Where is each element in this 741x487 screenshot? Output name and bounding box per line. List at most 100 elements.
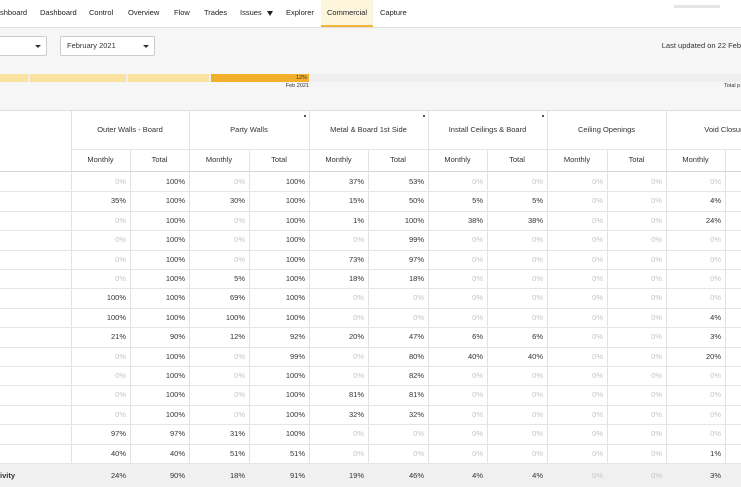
value-cell: 18%: [229, 471, 245, 480]
value-cell: 0%: [472, 409, 483, 419]
value-cell: 53%: [408, 177, 424, 186]
value-cell: 40%: [527, 351, 543, 361]
nav-item[interactable]: Trades: [204, 0, 227, 27]
nav-label: Issues: [240, 8, 262, 17]
value-cell: 100%: [165, 177, 185, 186]
value-cell: 0%: [234, 351, 245, 361]
value-cell: 5%: [532, 196, 543, 206]
value-cell: 3%: [710, 471, 721, 480]
value-cell: 0%: [532, 312, 543, 322]
row-divider: [0, 230, 741, 232]
value-cell: 4%: [472, 471, 483, 480]
nav-item[interactable]: Flow: [174, 0, 190, 27]
value-cell: 0%: [710, 390, 721, 400]
value-cell: 0%: [472, 429, 483, 439]
value-cell: 20%: [348, 332, 364, 342]
subheader: Total: [628, 155, 645, 164]
sub-divider: [368, 149, 369, 487]
value-cell: 0%: [592, 235, 603, 245]
nav-item[interactable]: Issues: [240, 0, 273, 27]
value-cell: 40%: [110, 448, 126, 458]
nav-bar: shboard Dashboard Control Overview Flow Trade…: [0, 0, 741, 28]
subheader: Total: [151, 155, 168, 164]
nav-item[interactable]: Overview: [128, 0, 159, 27]
value-cell: 0%: [710, 274, 721, 283]
value-cell: 81%: [348, 390, 364, 400]
value-cell: 100%: [165, 312, 185, 322]
row-divider: [0, 210, 741, 212]
value-cell: 0%: [651, 293, 662, 303]
value-cell: 82%: [408, 371, 424, 380]
sub-divider: [487, 149, 488, 487]
nav-item[interactable]: Explorer: [286, 0, 314, 27]
value-cell: 24%: [705, 215, 721, 225]
value-cell: 0%: [234, 177, 245, 186]
group-divider: [309, 111, 310, 487]
value-cell: 0%: [353, 371, 364, 380]
value-cell: 100%: [165, 215, 185, 225]
value-cell: 0%: [592, 390, 603, 400]
value-cell: 51%: [289, 448, 305, 458]
value-cell: 0%: [115, 371, 126, 380]
value-cell: 0%: [651, 448, 662, 458]
value-cell: 0%: [651, 274, 662, 283]
value-cell: 0%: [115, 177, 126, 186]
nav-label: Flow: [174, 8, 190, 17]
value-cell: 0%: [651, 390, 662, 400]
value-cell: 0%: [472, 293, 483, 303]
value-cell: 0%: [353, 235, 364, 245]
nav-item[interactable]: Control: [89, 0, 113, 27]
header-divider: [71, 149, 741, 150]
value-cell: 100%: [285, 293, 305, 303]
value-cell: 0%: [353, 429, 364, 439]
nav-item[interactable]: shboard: [0, 0, 27, 27]
value-cell: 0%: [651, 429, 662, 439]
value-cell: 0%: [592, 471, 603, 480]
value-cell: 0%: [115, 215, 126, 225]
last-updated: Last updated on 22 Feb: [661, 41, 741, 50]
value-cell: 0%: [234, 371, 245, 380]
progress-segment: [128, 74, 209, 82]
row-divider: [0, 191, 741, 193]
value-cell: 0%: [651, 351, 662, 361]
sub-divider: [725, 149, 726, 487]
subheader: Monthly: [682, 155, 709, 164]
value-cell: 0%: [592, 371, 603, 380]
value-cell: 21%: [110, 332, 126, 342]
project-dropdown[interactable]: [0, 36, 47, 56]
value-cell: 0%: [592, 177, 603, 186]
value-cell: 0%: [532, 254, 543, 264]
nav-label: Overview: [128, 8, 160, 17]
nav-item[interactable]: Commercial: [321, 0, 374, 27]
period-dropdown[interactable]: February 2021: [60, 36, 155, 56]
value-cell: 0%: [592, 274, 603, 283]
group-header: Install Ceilings & Board: [448, 125, 527, 134]
value-cell: 0%: [532, 371, 543, 380]
user-placeholder: [674, 5, 720, 8]
value-cell: 37%: [348, 177, 364, 186]
value-cell: 97%: [110, 429, 126, 439]
value-cell: 0%: [413, 429, 424, 439]
row-divider: [0, 288, 741, 290]
value-cell: 20%: [705, 351, 721, 361]
value-cell: 0%: [353, 312, 364, 322]
row-divider: [0, 269, 741, 270]
value-cell: 0%: [532, 390, 543, 400]
nav-label: Commercial: [327, 8, 368, 17]
value-cell: 38%: [467, 215, 483, 225]
sub-divider: [249, 149, 250, 487]
value-cell: 0%: [592, 293, 603, 303]
header-bottom: [0, 171, 741, 172]
value-cell: 0%: [710, 293, 721, 303]
group-header: Outer Walls - Board: [97, 125, 163, 134]
value-cell: 100%: [106, 293, 126, 303]
nav-item[interactable]: Capture: [380, 0, 407, 27]
value-cell: 0%: [234, 254, 245, 264]
value-cell: 0%: [651, 215, 662, 225]
total-label: ivity: [0, 471, 16, 480]
nav-item[interactable]: Dashboard: [40, 0, 77, 27]
value-cell: 0%: [115, 351, 126, 361]
value-cell: 0%: [353, 351, 364, 361]
progress-track: 12%: [0, 74, 741, 82]
subheader: Monthly: [444, 155, 471, 164]
